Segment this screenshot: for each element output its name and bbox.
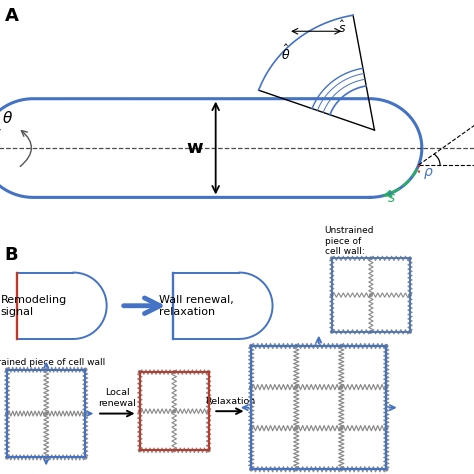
Circle shape xyxy=(340,385,343,389)
Text: θ: θ xyxy=(2,111,12,127)
Circle shape xyxy=(330,330,333,333)
Circle shape xyxy=(409,330,411,333)
Circle shape xyxy=(84,456,87,459)
Circle shape xyxy=(370,330,372,333)
Circle shape xyxy=(207,371,210,374)
Circle shape xyxy=(6,412,9,415)
Circle shape xyxy=(173,371,175,374)
Circle shape xyxy=(138,410,141,412)
Text: Strained piece of cell wall: Strained piece of cell wall xyxy=(0,358,105,367)
Circle shape xyxy=(340,468,343,471)
Circle shape xyxy=(207,410,210,412)
Circle shape xyxy=(138,449,141,452)
Bar xyxy=(332,258,410,332)
Bar xyxy=(7,370,85,457)
Text: $\hat{\theta}$: $\hat{\theta}$ xyxy=(281,44,291,64)
Circle shape xyxy=(84,412,87,415)
Circle shape xyxy=(385,385,388,389)
Circle shape xyxy=(295,385,298,389)
Circle shape xyxy=(6,368,9,371)
Text: $\hat{s}$: $\hat{s}$ xyxy=(338,20,346,36)
Circle shape xyxy=(250,468,253,471)
Circle shape xyxy=(6,456,9,459)
Circle shape xyxy=(84,368,87,371)
Text: ρ: ρ xyxy=(423,165,432,179)
Circle shape xyxy=(207,449,210,452)
Text: w: w xyxy=(186,139,203,157)
Circle shape xyxy=(330,257,333,260)
Circle shape xyxy=(250,385,253,389)
Circle shape xyxy=(385,468,388,471)
Text: B: B xyxy=(5,246,18,264)
Circle shape xyxy=(340,427,343,430)
Circle shape xyxy=(173,449,175,452)
Circle shape xyxy=(138,371,141,374)
Circle shape xyxy=(385,427,388,430)
Circle shape xyxy=(385,345,388,347)
Text: A: A xyxy=(5,7,18,25)
Circle shape xyxy=(250,345,253,347)
Circle shape xyxy=(295,427,298,430)
Circle shape xyxy=(295,468,298,471)
Circle shape xyxy=(295,345,298,347)
Circle shape xyxy=(370,294,372,296)
Circle shape xyxy=(340,345,343,347)
Circle shape xyxy=(45,412,48,415)
Bar xyxy=(140,372,209,450)
Circle shape xyxy=(409,294,411,296)
Text: Wall renewal,
relaxation: Wall renewal, relaxation xyxy=(159,295,234,317)
Circle shape xyxy=(370,257,372,260)
Circle shape xyxy=(45,456,48,459)
Circle shape xyxy=(45,368,48,371)
Bar xyxy=(251,346,386,469)
Circle shape xyxy=(173,410,175,412)
Text: Remodeling
signal: Remodeling signal xyxy=(0,295,67,317)
Text: s: s xyxy=(388,191,395,205)
Text: Local
renewal: Local renewal xyxy=(98,389,136,408)
Text: Relaxation: Relaxation xyxy=(205,397,255,406)
Circle shape xyxy=(250,427,253,430)
Circle shape xyxy=(330,294,333,296)
Text: Unstrained
piece of
cell wall:: Unstrained piece of cell wall: xyxy=(325,226,374,256)
Circle shape xyxy=(409,257,411,260)
